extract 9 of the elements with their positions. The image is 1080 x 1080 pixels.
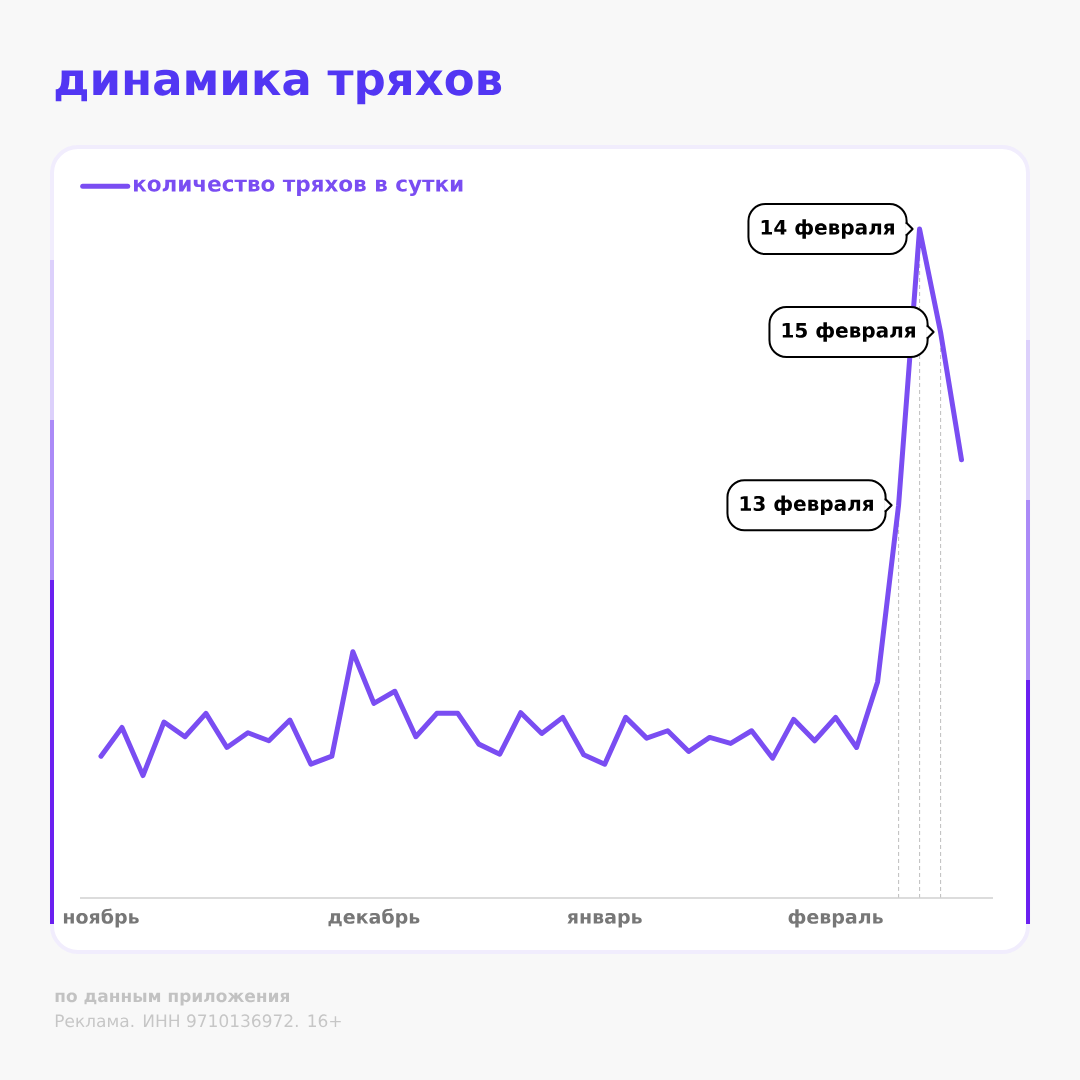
x-tick-label: февраль [788, 909, 883, 928]
legend-label: количество тряхов в сутки [134, 179, 463, 197]
annotation: 14 февраля [761, 219, 894, 239]
x-tick-label: декабрь [328, 908, 420, 928]
x-tick-label: ноябрь [63, 908, 139, 928]
annotation: 13 февраля [740, 495, 873, 515]
annotation: 15 февраля [782, 322, 915, 342]
chart-title: динамика тряхов [55, 69, 502, 105]
x-tick-label: январь [567, 912, 642, 928]
